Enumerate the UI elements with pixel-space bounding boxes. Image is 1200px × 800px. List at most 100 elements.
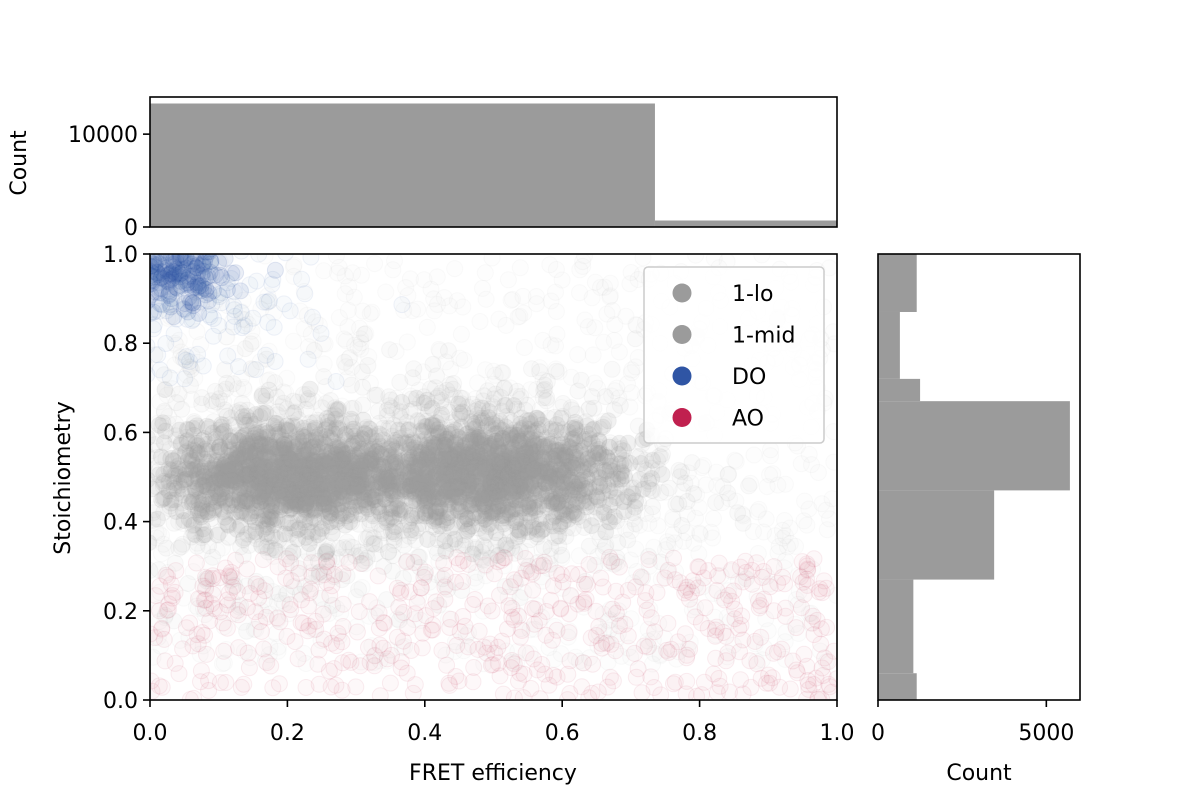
scatter-point (337, 332, 355, 350)
scatter-point (235, 380, 253, 398)
scatter-point (759, 622, 777, 640)
scatter-point (232, 678, 250, 696)
scatter-point (247, 620, 265, 638)
scatter-point (786, 615, 804, 633)
scatter-point (579, 458, 597, 476)
scatter-point (716, 591, 734, 609)
scatter-point (777, 552, 794, 570)
scatter-point (757, 510, 775, 528)
scatter-point (547, 303, 565, 320)
scatter-point (597, 634, 615, 652)
scatter-point (687, 598, 704, 616)
scatter-point (685, 534, 703, 552)
scatter-point (621, 275, 639, 293)
scatter-point (543, 631, 561, 649)
scatter-point (179, 575, 197, 592)
scatter-point (714, 478, 732, 496)
scatter-point (256, 652, 274, 670)
scatter-point (560, 622, 578, 640)
scatter-point (150, 534, 158, 552)
scatter-point (201, 556, 219, 573)
scatter-point (504, 290, 521, 308)
scatter-point (795, 512, 813, 530)
scatter-point (375, 614, 393, 632)
scatter-point (260, 342, 278, 360)
scatter-point (369, 567, 387, 585)
scatter-point (414, 363, 432, 381)
scatter-point (381, 674, 399, 692)
scatter-point (547, 360, 565, 378)
scatter-point (133, 452, 149, 468)
scatter-point (456, 531, 474, 549)
scatter-point (509, 520, 527, 538)
scatter-point (662, 640, 680, 658)
scatter-point (298, 306, 316, 324)
scatter-point (476, 361, 494, 379)
scatter-point (441, 297, 458, 315)
scatter-point (813, 584, 831, 602)
scatter-point (627, 668, 645, 686)
scatter-point (328, 599, 346, 617)
scatter-point (790, 583, 808, 600)
scatter-point (493, 632, 511, 650)
scatter-point (192, 673, 209, 691)
scatter-point (494, 364, 512, 382)
scatter-point (766, 527, 784, 545)
scatter-point (244, 332, 262, 350)
scatter-point (197, 591, 215, 609)
scatter-point (262, 657, 280, 675)
scatter-point (197, 568, 214, 586)
scatter-point (384, 261, 402, 279)
scatter-point (678, 672, 696, 690)
scatter-point (580, 400, 598, 417)
scatter-point (159, 564, 177, 582)
scatter-point (491, 667, 509, 685)
scatter-point (290, 564, 308, 582)
scatter-point (629, 660, 647, 678)
scatter-point (394, 632, 412, 650)
scatter-point (276, 595, 294, 613)
scatter-point (757, 610, 775, 628)
scatter-point (366, 646, 384, 664)
scatter-point (458, 500, 476, 518)
scatter-point (548, 485, 565, 503)
scatter-point (175, 515, 192, 532)
scatter-point (277, 558, 295, 576)
scatter-point (576, 476, 594, 494)
scatter-point (528, 661, 546, 679)
scatter-point (393, 393, 411, 411)
scatter-point (492, 364, 510, 382)
scatter-point (422, 280, 440, 298)
scatter-point (449, 540, 467, 558)
scatter-point (409, 300, 427, 318)
scatter-point (194, 281, 212, 299)
scatter-point (719, 466, 737, 484)
scatter-point (230, 639, 248, 657)
scatter-point (339, 548, 356, 566)
scatter-point (546, 618, 564, 635)
scatter-point (327, 254, 345, 265)
scatter-point (281, 596, 299, 614)
scatter-point (503, 599, 521, 617)
scatter-point (439, 477, 457, 495)
scatter-point (745, 446, 763, 464)
scatter-point (394, 569, 412, 587)
scatter-point (336, 353, 354, 371)
scatter-point (453, 397, 471, 415)
scatter-point (790, 566, 808, 584)
scatter-point (645, 538, 663, 556)
scatter-point (617, 307, 635, 325)
scatter-point (540, 639, 558, 657)
scatter-point (443, 486, 461, 504)
scatter-point (239, 644, 257, 662)
scatter-point (216, 504, 234, 522)
scatter-point (612, 647, 630, 665)
scatter-point (424, 516, 442, 534)
scatter-point (357, 530, 375, 548)
scatter-point (592, 569, 610, 587)
scatter-point (230, 598, 248, 616)
scatter-point (219, 457, 236, 475)
scatter-point (509, 487, 527, 505)
scatter-point (712, 567, 730, 585)
